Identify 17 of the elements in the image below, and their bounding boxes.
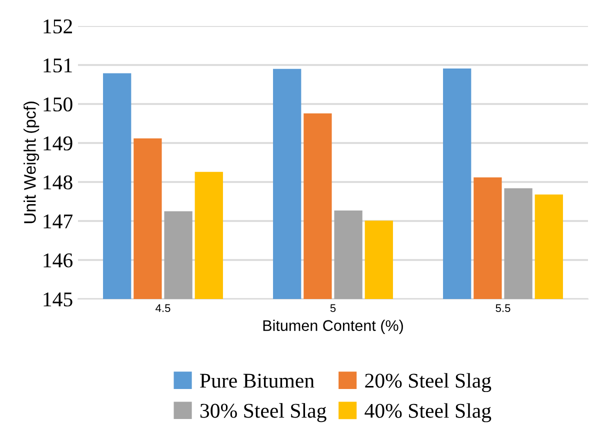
y-tick-label: 145 bbox=[44, 292, 72, 306]
x-tick-label: 4.5 bbox=[156, 304, 170, 312]
legend-label: 20% Steel Slag bbox=[365, 373, 492, 392]
y-tick-label: 146 bbox=[44, 253, 73, 268]
y-tick-label: 148 bbox=[44, 175, 72, 190]
y-tick-label: 149 bbox=[44, 136, 72, 150]
x-tick-label: 5 bbox=[330, 304, 336, 312]
y-tick-label: 150 bbox=[44, 97, 72, 112]
legend-label: 30% Steel Slag bbox=[200, 403, 326, 422]
y-tick-label: 147 bbox=[44, 214, 73, 228]
y-axis-title: Unit Weight (pcf) bbox=[24, 102, 40, 224]
legend-label: 40% Steel Slag bbox=[364, 403, 492, 422]
y-tick-label: 151 bbox=[44, 58, 72, 72]
x-tick-label: 5.5 bbox=[496, 304, 510, 312]
y-tick-label: 152 bbox=[44, 19, 72, 34]
x-axis-title: Bitumen Content (%) bbox=[263, 320, 403, 334]
legend-label: Pure Bitumen bbox=[200, 374, 314, 388]
